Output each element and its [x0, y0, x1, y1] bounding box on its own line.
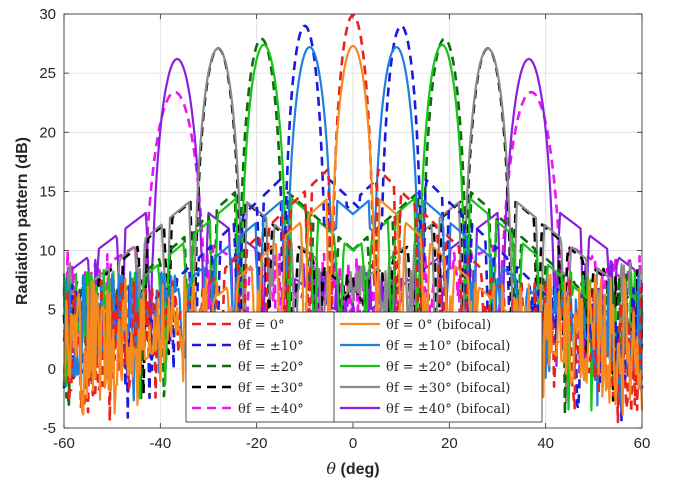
x-axis-label: θ (deg)	[326, 459, 379, 478]
legend-entry-8: θf = ±30° (bifocal)	[386, 381, 510, 396]
x-tick-labels: -60 -40 -20 0 20 40 60	[53, 435, 650, 452]
legend-entry-0: θf = 0°	[238, 318, 285, 333]
y-tick-label: 10	[39, 243, 56, 260]
y-tick-labels: -5 0 5 10 15 20 25 30	[39, 6, 56, 437]
series-line-5	[62, 44, 644, 416]
series-line-2	[62, 37, 644, 417]
legend-entry-6: θf = ±10° (bifocal)	[386, 339, 510, 354]
plot-frame	[63, 13, 643, 429]
legend-entry-4: θf = ±40°	[238, 402, 304, 417]
x-tick-label: 0	[349, 435, 357, 452]
x-tick-label: -60	[53, 435, 75, 452]
series-line-0	[62, 13, 644, 424]
series-line-8	[62, 47, 644, 403]
y-tick-label: 20	[39, 124, 56, 141]
x-tick-label: 60	[634, 435, 651, 452]
y-tick-label: 15	[39, 183, 56, 200]
y-tick-label: -5	[43, 420, 56, 437]
x-tick-label: 20	[441, 435, 458, 452]
y-tick-label: 25	[39, 65, 56, 82]
x-tick-label: 40	[537, 435, 554, 452]
legend-entry-5: θf = 0° (bifocal)	[386, 318, 491, 333]
y-tick-label: 30	[39, 6, 56, 23]
legend-entry-9: θf = ±40° (bifocal)	[386, 402, 510, 417]
x-axis-symbol: θ	[326, 459, 336, 478]
legend-entry-3: θf = ±30°	[238, 381, 304, 396]
legend-entry-1: θf = ±10°	[238, 339, 304, 354]
legend: θf = 0° θf = ±10° θf = ±20° θf = ±30° θf = ±…	[185, 311, 543, 423]
series-line-3	[62, 47, 644, 402]
x-axis-unit: (deg)	[336, 461, 380, 478]
y-tick-label: 0	[48, 361, 56, 378]
legend-entry-2: θf = ±20°	[238, 360, 304, 375]
x-tick-label: -40	[149, 435, 171, 452]
y-tick-label: 5	[48, 302, 56, 319]
series-layer	[62, 13, 644, 424]
y-axis-label: Radiation pattern (dB)	[14, 137, 31, 305]
x-tick-label: -20	[246, 435, 268, 452]
legend-entry-7: θf = ±20° (bifocal)	[386, 360, 510, 375]
